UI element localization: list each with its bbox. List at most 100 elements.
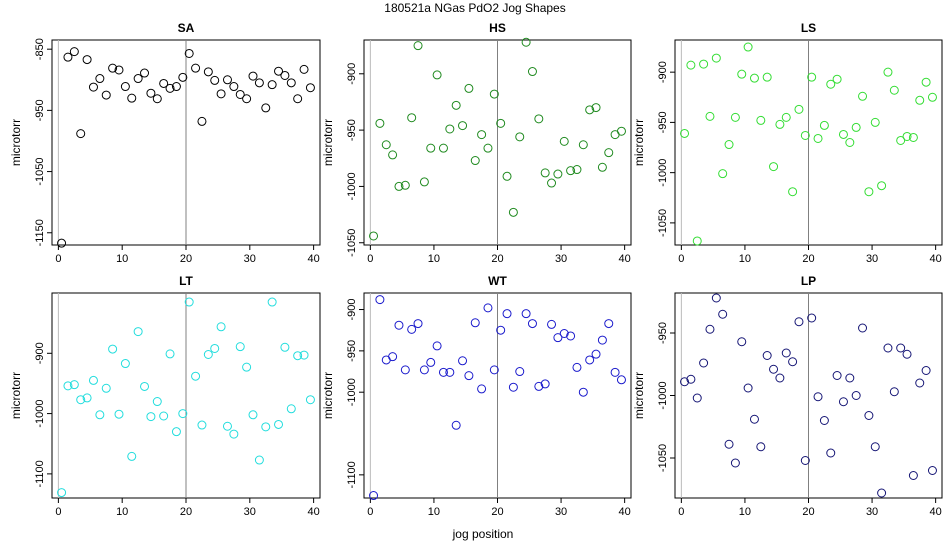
panel-wt: WT microtorr 0 10 20 30 40 -900 -950 -1000 -1100	[321, 274, 632, 518]
data-point	[274, 66, 284, 76]
data-point	[114, 409, 124, 419]
data-point	[743, 42, 753, 52]
x-tick-label: 0	[678, 253, 684, 265]
data-point	[133, 74, 143, 84]
data-point	[197, 420, 207, 430]
data-point	[293, 351, 303, 361]
data-point	[515, 367, 525, 377]
data-point	[502, 309, 512, 319]
y-tick-label: -1000	[657, 381, 669, 409]
y-tick-label: -1000	[346, 172, 358, 200]
data-point	[616, 126, 626, 136]
data-point	[730, 458, 740, 468]
data-point	[819, 416, 829, 425]
data-point	[57, 238, 67, 248]
data-point	[69, 380, 79, 390]
data-point	[216, 89, 226, 99]
data-point	[908, 471, 918, 480]
data-point	[572, 362, 582, 372]
data-point	[57, 488, 67, 498]
data-point	[426, 143, 436, 153]
data-point	[711, 53, 721, 63]
x-tick-label: 10	[116, 506, 128, 518]
data-point	[451, 100, 461, 110]
data-point	[127, 451, 137, 461]
data-point	[381, 140, 391, 150]
data-point	[540, 168, 550, 178]
data-point	[140, 381, 150, 391]
data-point	[203, 67, 213, 77]
data-point	[178, 409, 188, 419]
data-point	[464, 83, 474, 93]
data-point	[508, 382, 518, 392]
data-point	[705, 111, 715, 121]
y-tick-label: -1050	[346, 229, 358, 257]
data-point	[597, 335, 607, 345]
data-point	[680, 377, 690, 387]
data-point	[927, 92, 937, 102]
data-point	[800, 130, 810, 140]
data-point	[388, 150, 398, 160]
data-point	[191, 63, 201, 73]
figure-xlabel: jog position	[452, 527, 514, 541]
panel-lp: LP microtorr 0 10 20 30 40 -950 -1000 -1050	[632, 274, 943, 518]
data-point	[375, 295, 385, 305]
data-point	[477, 130, 487, 140]
data-point	[578, 140, 588, 150]
data-point	[775, 119, 785, 129]
data-point	[553, 333, 563, 343]
data-point	[82, 55, 92, 65]
data-point	[915, 378, 925, 388]
x-tick-label: 20	[491, 506, 503, 518]
y-tick-label: -1000	[657, 159, 669, 187]
data-point	[63, 381, 73, 391]
data-point	[540, 379, 550, 389]
data-point	[254, 455, 264, 465]
data-point	[769, 162, 779, 172]
x-tick-label: 30	[555, 506, 567, 518]
data-point	[864, 187, 874, 197]
data-point	[921, 77, 931, 87]
panel-ls: LS microtorr 0 10 20 30 40 -900 -950 -1000 -1050	[632, 21, 943, 265]
data-point	[858, 323, 868, 333]
data-point	[749, 414, 759, 424]
data-point	[69, 47, 79, 57]
data-point	[591, 103, 601, 113]
data-point	[604, 148, 614, 158]
data-point	[413, 41, 423, 51]
y-tick-label: -950	[657, 111, 669, 133]
data-point	[705, 324, 715, 334]
data-point	[547, 319, 557, 329]
data-point	[261, 422, 271, 432]
data-point	[610, 367, 620, 377]
data-point	[826, 79, 836, 89]
x-tick-label: 30	[244, 253, 256, 265]
data-point	[870, 117, 880, 127]
data-point	[88, 82, 98, 92]
data-point	[534, 381, 544, 391]
data-point	[483, 303, 493, 313]
data-point	[566, 331, 576, 341]
y-tick-label: -900	[657, 61, 669, 83]
data-point	[521, 37, 531, 47]
data-point	[553, 169, 563, 179]
data-point	[496, 325, 506, 335]
data-point	[883, 343, 893, 353]
data-point	[730, 112, 740, 122]
data-point	[248, 71, 258, 81]
data-point	[762, 351, 772, 360]
data-point	[908, 132, 918, 142]
data-point	[235, 342, 245, 352]
data-point	[858, 91, 868, 101]
data-point	[458, 356, 468, 366]
data-point	[483, 143, 493, 153]
data-point	[165, 349, 175, 359]
panel-title: LS	[801, 21, 816, 35]
x-tick-label: 10	[116, 253, 128, 265]
data-point	[578, 387, 588, 397]
data-point	[458, 121, 468, 131]
data-point	[63, 52, 73, 62]
data-point	[902, 349, 912, 359]
x-tick-label: 20	[491, 253, 503, 265]
data-point	[76, 395, 86, 405]
